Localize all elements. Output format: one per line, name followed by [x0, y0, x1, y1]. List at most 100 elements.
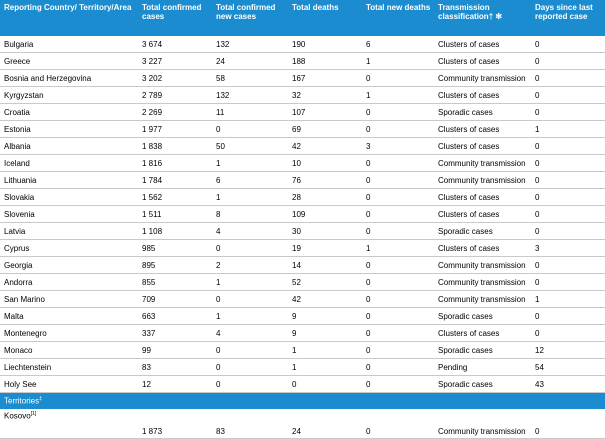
row: Monaco 99 0 1 0 Sporadic cases 12 [0, 341, 605, 359]
country-cell: San Marino [0, 290, 138, 308]
country-cell: Monaco [0, 341, 138, 359]
new-cases-cell: 0 [212, 290, 288, 308]
territories-row: Territories‡ [0, 392, 605, 409]
row: San Marino 709 0 42 0 Community transmission 1 [0, 290, 605, 308]
country-cell: Greece [0, 52, 138, 70]
deaths-cell: 1 [288, 358, 362, 376]
deaths-cell: 76 [288, 171, 362, 189]
days-cell: 0 [531, 205, 605, 223]
new-cases-cell: 132 [212, 36, 288, 53]
new-deaths-cell: 0 [362, 358, 434, 376]
days-cell: 0 [531, 256, 605, 274]
deaths-cell: 52 [288, 273, 362, 291]
header-cell: Total new deaths [362, 0, 434, 36]
deaths-cell: 107 [288, 103, 362, 121]
deaths-cell: 24 [288, 409, 362, 439]
new-deaths-cell: 0 [362, 273, 434, 291]
deaths-cell: 42 [288, 290, 362, 308]
row: Georgia 895 2 14 0 Community transmission 0 [0, 256, 605, 274]
cases-cell: 1 873 [138, 409, 212, 439]
days-cell: 0 [531, 86, 605, 104]
cases-cell: 2 789 [138, 86, 212, 104]
cases-cell: 895 [138, 256, 212, 274]
new-cases-cell: 24 [212, 52, 288, 70]
deaths-cell: 32 [288, 86, 362, 104]
deaths-cell: 28 [288, 188, 362, 206]
deaths-cell: 9 [288, 324, 362, 342]
new-cases-cell: 1 [212, 188, 288, 206]
footnote-mark: ‡ [39, 396, 42, 403]
country-cell: Lithuania [0, 171, 138, 189]
new-deaths-cell: 0 [362, 69, 434, 87]
row: Montenegro 337 4 9 0 Clusters of cases 0 [0, 324, 605, 342]
cases-cell: 3 674 [138, 36, 212, 53]
transmission-cell: Clusters of cases [434, 120, 531, 138]
days-cell: 0 [531, 324, 605, 342]
cases-cell: 83 [138, 358, 212, 376]
cases-cell: 2 269 [138, 103, 212, 121]
new-cases-cell: 4 [212, 324, 288, 342]
header-cell: Reporting Country/ Territory/Area [0, 0, 138, 36]
country-text: Kosovo [4, 411, 31, 421]
new-deaths-cell: 1 [362, 52, 434, 70]
country-cell: Kosovo[1] [0, 409, 138, 439]
country-cell: Malta [0, 307, 138, 325]
row: Kyrgyzstan 2 789 132 32 1 Clusters of cases 0 [0, 86, 605, 104]
new-deaths-text: 0 [366, 427, 371, 436]
days-cell: 0 [531, 222, 605, 240]
cases-text: 1 873 [142, 427, 163, 436]
cases-cell: 1 977 [138, 120, 212, 138]
new-deaths-cell: 6 [362, 36, 434, 53]
transmission-cell: Sporadic cases [434, 307, 531, 325]
days-cell: 0 [531, 103, 605, 121]
days-cell: 12 [531, 341, 605, 359]
days-cell: 54 [531, 358, 605, 376]
transmission-cell: Pending [434, 358, 531, 376]
row: Croatia 2 269 11 107 0 Sporadic cases 0 [0, 103, 605, 121]
deaths-cell: 109 [288, 205, 362, 223]
transmission-cell: Sporadic cases [434, 103, 531, 121]
row: Latvia 1 108 4 30 0 Sporadic cases 0 [0, 222, 605, 240]
row: Lithuania 1 784 6 76 0 Community transmission… [0, 171, 605, 189]
cases-cell: 1 816 [138, 154, 212, 172]
new-cases-cell: 0 [212, 120, 288, 138]
country-cell: Iceland [0, 154, 138, 172]
days-cell: 0 [531, 137, 605, 155]
new-deaths-cell: 1 [362, 239, 434, 257]
row: Andorra 855 1 52 0 Community transmission 0 [0, 273, 605, 291]
cases-cell: 1 511 [138, 205, 212, 223]
deaths-cell: 30 [288, 222, 362, 240]
new-deaths-cell: 0 [362, 307, 434, 325]
country-cell: Croatia [0, 103, 138, 121]
row: Bulgaria 3 674 132 190 6 Clusters of cases 0 [0, 36, 605, 53]
days-cell: 0 [531, 273, 605, 291]
country-cell: Georgia [0, 256, 138, 274]
days-cell: 0 [531, 52, 605, 70]
transmission-cell: Clusters of cases [434, 188, 531, 206]
country-cell: Cyprus [0, 239, 138, 257]
cases-cell: 99 [138, 341, 212, 359]
header-cell: Transmission classification† ✻ [434, 0, 531, 36]
days-cell: 3 [531, 239, 605, 257]
new-deaths-cell: 0 [362, 103, 434, 121]
country-cell: Liechtenstein [0, 358, 138, 376]
new-cases-cell: 0 [212, 358, 288, 376]
country-cell: Slovenia [0, 205, 138, 223]
days-cell: 1 [531, 290, 605, 308]
new-deaths-cell: 0 [362, 256, 434, 274]
days-text: 0 [535, 427, 540, 436]
new-cases-text: 83 [216, 427, 225, 436]
cases-cell: 855 [138, 273, 212, 291]
territories-label: Territories [4, 396, 40, 406]
transmission-cell: Sporadic cases [434, 375, 531, 393]
new-cases-cell: 58 [212, 69, 288, 87]
cases-cell: 337 [138, 324, 212, 342]
transmission-cell: Community transmission [434, 171, 531, 189]
deaths-cell: 190 [288, 36, 362, 53]
header-cell: Days since last reported case [531, 0, 605, 36]
cases-cell: 1 562 [138, 188, 212, 206]
days-cell: 0 [531, 171, 605, 189]
row: Greece 3 227 24 188 1 Clusters of cases 0 [0, 52, 605, 70]
